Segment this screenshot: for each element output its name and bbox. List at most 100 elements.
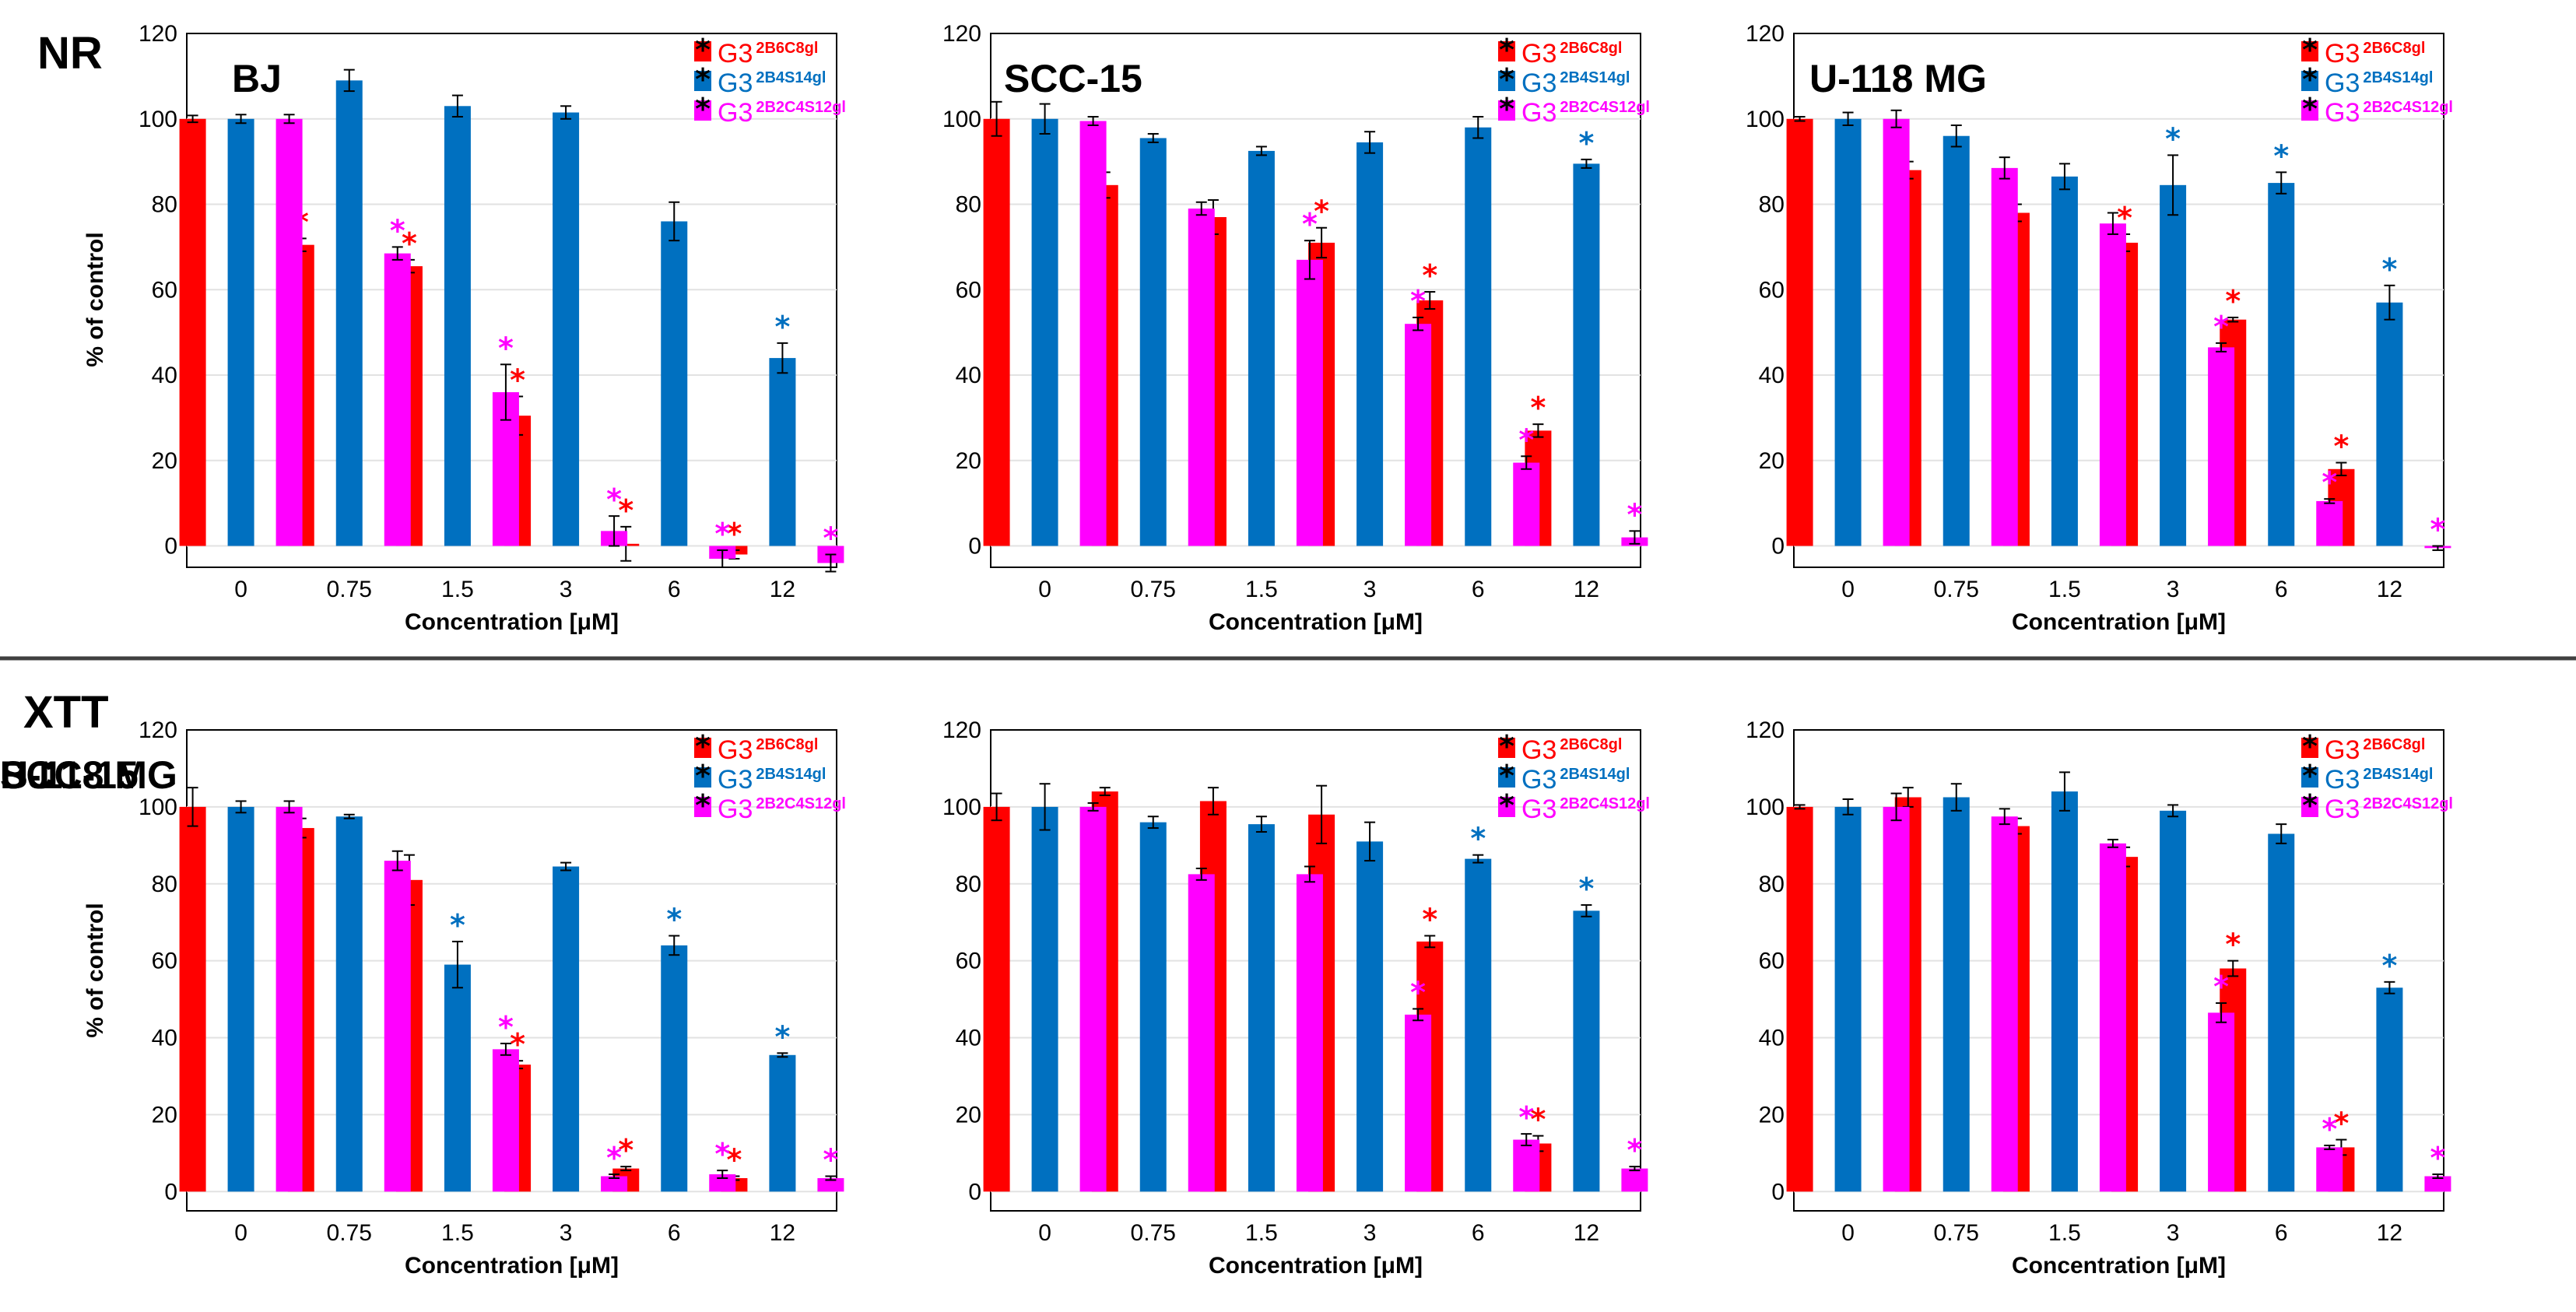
legend-swatch — [1498, 41, 1515, 61]
significance-star: * — [774, 1019, 790, 1054]
legend-label-base: G3 — [1521, 98, 1556, 128]
significance-star: * — [450, 908, 465, 942]
asterisk-square-icon: * — [695, 759, 711, 793]
asterisk-square-icon: * — [1499, 729, 1514, 763]
legend-label-superscript: 2B4S14gl — [1560, 766, 1630, 783]
x-tick-label: 12 — [1574, 1220, 1599, 1246]
legend-label: G3 2B2C4S12gl — [1521, 795, 1650, 824]
bar — [335, 816, 363, 1192]
bar — [1883, 118, 1910, 546]
significance-star: * — [390, 213, 405, 247]
significance-star: * — [1422, 258, 1437, 293]
legend-label-base: G3 — [1521, 68, 1556, 98]
bar — [1513, 462, 1540, 546]
significance-star: * — [2213, 310, 2229, 344]
bar — [1248, 824, 1275, 1192]
y-tick-label: 20 — [956, 1102, 981, 1128]
y-axis-title: % of control — [82, 232, 108, 367]
bar — [2316, 500, 2343, 546]
bar — [661, 221, 688, 546]
legend-label: G3 2B2C4S12gl — [1521, 98, 1650, 128]
x-tick-label: 0 — [1841, 577, 1855, 602]
asterisk-square-icon: * — [695, 729, 711, 763]
legend-label-base: G3 — [2325, 765, 2360, 795]
legend-label-base: G3 — [1521, 735, 1556, 765]
bar — [1405, 324, 1432, 546]
x-tick-label: 1.5 — [441, 1220, 474, 1246]
legend-label: G3 2B2C4S12gl — [718, 98, 846, 128]
asterisk-square-icon: * — [1499, 62, 1514, 96]
x-tick-label: 3 — [2167, 1220, 2180, 1246]
bar — [275, 806, 303, 1192]
legend-label: G3 2B2C4S12gl — [2325, 98, 2453, 128]
x-tick-label: 1.5 — [441, 577, 474, 602]
x-tick-label: 1.5 — [2048, 577, 2081, 602]
panel-title: BJ — [232, 57, 282, 100]
legend-label-superscript: 2B6C8gl — [2363, 40, 2425, 57]
bar — [1991, 816, 2018, 1192]
y-tick-label: 120 — [1746, 21, 1785, 47]
bar — [2376, 988, 2403, 1192]
significance-star: * — [1410, 975, 1426, 1009]
legend-label-superscript: 2B4S14gl — [2363, 69, 2433, 86]
significance-star: * — [2430, 1141, 2445, 1175]
significance-star: * — [823, 521, 838, 556]
legend-label-base: G3 — [718, 68, 753, 98]
significance-star: * — [1530, 391, 1546, 425]
significance-star: * — [2225, 928, 2241, 962]
bar — [2160, 810, 2187, 1192]
panel-title: BJ — [0, 753, 50, 797]
legend-label-base: G3 — [2325, 98, 2360, 128]
legend-label-superscript: 2B2C4S12gl — [2363, 795, 2453, 812]
legend-label-base: G3 — [2325, 68, 2360, 98]
legend-swatch — [2301, 738, 2318, 758]
bar — [2099, 843, 2126, 1192]
bar — [1296, 874, 1323, 1192]
bar — [1621, 1168, 1648, 1192]
legend-label-superscript: 2B4S14gl — [756, 69, 826, 86]
x-tick-label: 12 — [2377, 1220, 2402, 1246]
y-tick-label: 20 — [152, 448, 177, 474]
y-tick-label: 0 — [164, 534, 177, 560]
legend-label: G3 2B2C4S12gl — [2325, 795, 2453, 824]
significance-star: * — [498, 1010, 514, 1044]
x-tick-label: 3 — [2167, 577, 2180, 602]
legend-label: G3 2B6C8gl — [718, 39, 818, 68]
bar — [1573, 910, 1600, 1192]
significance-star: * — [402, 226, 417, 261]
significance-star: * — [1302, 207, 1318, 241]
y-tick-label: 60 — [956, 277, 981, 303]
asterisk-square-icon: * — [2302, 788, 2318, 823]
legend-label: G3 2B4S14gl — [718, 765, 826, 795]
y-tick-label: 80 — [1759, 872, 1785, 897]
x-tick-label: 0 — [1038, 577, 1051, 602]
x-tick-label: 6 — [1472, 577, 1485, 602]
y-tick-label: 80 — [152, 872, 177, 897]
chart-panel-2: 0 20 40 60 80 100 120 0 0.75 1.5 3 6 12 Concentration… — [942, 21, 1650, 635]
row-label: NR — [37, 28, 103, 79]
significance-star: * — [2213, 970, 2229, 1004]
bar — [2268, 183, 2295, 546]
asterisk-square-icon: * — [695, 92, 711, 126]
asterisk-square-icon: * — [2302, 729, 2318, 763]
panel-title: SCC-15 — [0, 753, 139, 797]
x-tick-label: 0 — [234, 577, 247, 602]
legend-swatch — [694, 738, 711, 758]
x-tick-label: 6 — [668, 577, 681, 602]
legend-swatch — [2301, 797, 2318, 817]
x-tick-label: 6 — [1472, 1220, 1485, 1246]
legend-label-superscript: 2B2C4S12gl — [756, 99, 846, 116]
legend-label: G3 2B6C8gl — [1521, 735, 1622, 765]
bar — [2099, 223, 2126, 546]
significance-star: * — [2333, 1107, 2349, 1141]
x-tick-label: 0.75 — [1934, 1220, 1979, 1246]
x-axis-title: Concentration [μM] — [405, 609, 619, 635]
asterisk-square-icon: * — [1499, 788, 1514, 823]
bar — [1188, 874, 1215, 1192]
x-axis-title: Concentration [μM] — [2012, 1253, 2226, 1279]
y-tick-label: 0 — [1771, 534, 1785, 560]
x-tick-label: 0.75 — [1131, 1220, 1176, 1246]
significance-star: * — [1470, 822, 1486, 856]
legend-label-base: G3 — [2325, 795, 2360, 824]
